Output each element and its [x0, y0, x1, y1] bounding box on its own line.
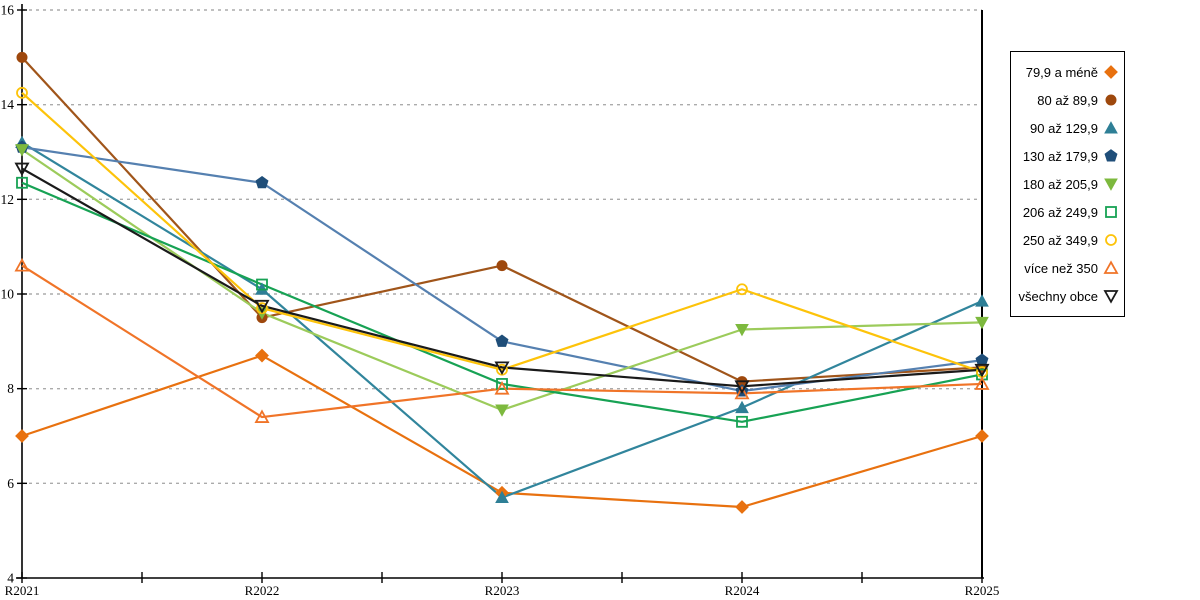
triangle-down-open-marker [254, 299, 270, 314]
circle-open-marker [16, 86, 28, 99]
triangle-up-filled-marker [735, 400, 749, 414]
triangle-down-open-marker [734, 380, 750, 394]
triangle-down-filled-marker [15, 144, 29, 157]
x-tick-label: R2022 [245, 583, 280, 598]
y-tick-label: 14 [1, 97, 15, 112]
legend-marker-icon [1105, 234, 1117, 246]
diamond-filled-marker [15, 429, 29, 443]
legend-marker-icon [1103, 260, 1119, 274]
triangle-down-open-marker [974, 363, 990, 378]
legend-item: 180 až 205,9 [1013, 176, 1119, 192]
x-tick-label: R2021 [5, 583, 40, 598]
triangle-down-filled-marker [495, 404, 509, 417]
legend-label: více než 350 [1024, 260, 1098, 276]
legend-marker-icon [1105, 206, 1117, 218]
legend-marker-icon [1104, 65, 1118, 79]
triangle-up-open-marker [254, 409, 270, 423]
triangle-up-filled-marker [975, 294, 989, 307]
pentagon-filled-marker [975, 353, 989, 366]
circle-open-marker [1105, 234, 1117, 246]
legend-marker-icon [1104, 149, 1118, 162]
legend-item: 250 až 349,9 [1013, 232, 1119, 248]
series-line [21, 181, 983, 423]
square-open-marker [1105, 206, 1117, 218]
legend-label: 90 až 129,9 [1030, 120, 1098, 136]
legend-label: 206 až 249,9 [1022, 204, 1098, 220]
diamond-filled-marker [255, 348, 269, 363]
pentagon-filled-marker [1104, 149, 1118, 162]
legend-item: 206 až 249,9 [1013, 204, 1119, 220]
triangle-up-filled-marker [1104, 121, 1118, 134]
triangle-down-filled-marker [735, 324, 749, 337]
triangle-up-open-marker [1103, 260, 1119, 274]
x-tick-label: R2025 [965, 583, 1000, 598]
x-tick-label: R2023 [485, 583, 520, 598]
legend-label: 250 až 349,9 [1022, 232, 1098, 248]
triangle-up-filled-marker [495, 490, 509, 504]
square-open-marker [16, 176, 28, 189]
x-tick-label: R2024 [725, 583, 760, 598]
legend-item: 80 až 89,9 [1013, 92, 1119, 108]
legend-marker-icon [1104, 121, 1118, 134]
legend-item: všechny obce [1013, 288, 1119, 304]
triangle-up-open-marker [14, 257, 30, 272]
circle-open-marker [736, 283, 748, 296]
legend-item: 130 až 179,9 [1013, 148, 1119, 164]
legend-marker-icon [1103, 290, 1119, 304]
diamond-filled-marker [1104, 65, 1118, 79]
diamond-filled-marker [735, 500, 749, 514]
legend-marker-icon [1105, 94, 1117, 106]
legend-label: 80 až 89,9 [1037, 92, 1098, 108]
series-line [21, 92, 983, 374]
series-line [21, 56, 983, 383]
legend-label: všechny obce [1018, 288, 1099, 304]
diamond-filled-marker [975, 429, 989, 443]
legend-marker-icon [1104, 178, 1118, 191]
square-open-marker [736, 415, 748, 428]
triangle-up-open-marker [974, 376, 990, 390]
legend-label: 130 až 179,9 [1022, 148, 1098, 164]
triangle-down-filled-marker [975, 316, 989, 330]
series-line [21, 148, 983, 412]
y-tick-label: 6 [7, 476, 14, 491]
legend-item: více než 350 [1013, 260, 1119, 276]
triangle-down-open-marker [1103, 290, 1119, 304]
y-tick-label: 16 [1, 3, 15, 18]
square-open-marker [496, 378, 508, 390]
triangle-up-open-marker [734, 385, 750, 400]
y-tick-label: 10 [1, 287, 15, 302]
y-tick-label: 8 [7, 381, 14, 396]
legend-item: 90 až 129,9 [1013, 120, 1119, 136]
triangle-down-open-marker [14, 162, 30, 177]
legend: 79,9 a méně 80 až 89,9 90 až 129,9 130 až 1… [1010, 51, 1125, 317]
triangle-down-open-marker [494, 361, 510, 376]
series-line [21, 141, 983, 499]
triangle-up-open-marker [494, 381, 510, 395]
square-open-marker [256, 278, 268, 291]
triangle-down-filled-marker [1104, 178, 1118, 191]
pentagon-filled-marker [495, 334, 509, 347]
circle-filled-marker [16, 51, 28, 63]
y-tick-label: 12 [1, 192, 15, 207]
pentagon-filled-marker [255, 175, 269, 189]
circle-filled-marker [1105, 94, 1117, 106]
legend-label: 79,9 a méně [1025, 64, 1098, 80]
series-line [21, 167, 983, 388]
legend-item: 79,9 a méně [1013, 64, 1119, 80]
legend-label: 180 až 205,9 [1022, 176, 1098, 192]
y-tick-label: 4 [7, 571, 14, 586]
circle-filled-marker [496, 260, 508, 272]
